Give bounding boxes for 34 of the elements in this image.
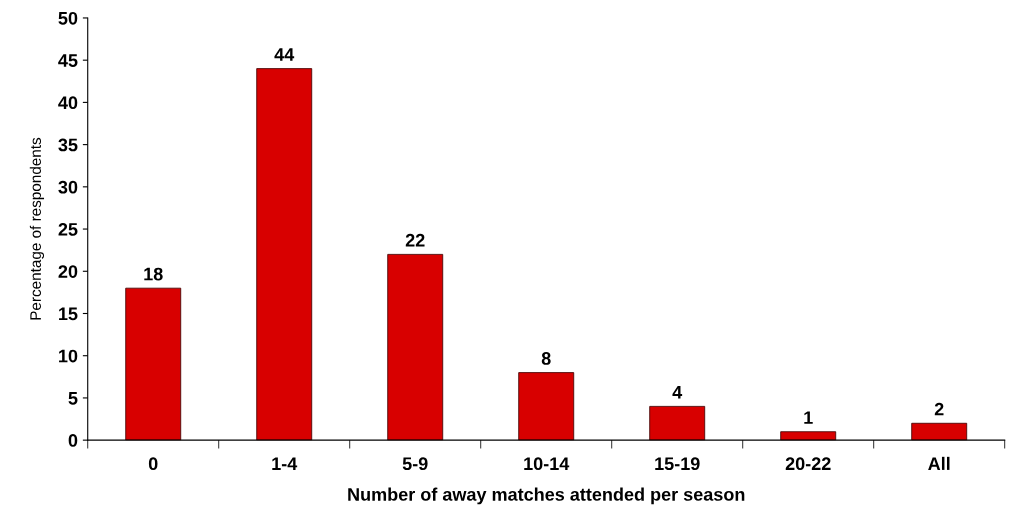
x-tick-label: 20-22: [785, 457, 831, 471]
bar: [387, 253, 444, 441]
y-tick-label: 40: [58, 96, 78, 110]
data-label: 44: [274, 48, 295, 61]
bar: [649, 405, 706, 441]
data-label: 18: [144, 267, 163, 281]
x-axis-title: Number of away matches attended per season: [348, 487, 745, 505]
data-label: 1: [804, 411, 813, 424]
x-tick-label: All: [928, 456, 950, 470]
x-tick-label: 0: [148, 457, 158, 471]
data-label: 4: [672, 386, 683, 399]
y-tick-label: 0: [68, 434, 78, 447]
x-tick-label: 10-14: [524, 457, 570, 471]
y-tick-label: 50: [58, 11, 78, 25]
y-tick-label: 45: [58, 54, 78, 67]
x-tick-label: 15-19: [655, 457, 700, 471]
bar: [518, 372, 575, 441]
y-axis-title: Percentage of respondents: [29, 137, 45, 320]
data-label: 8: [541, 352, 551, 365]
y-tick-label: 30: [58, 180, 78, 194]
y-tick-label: 20: [58, 265, 78, 278]
y-tick-label: 10: [59, 349, 78, 363]
bar: [256, 68, 313, 441]
data-label: 22: [405, 233, 425, 247]
x-tick-label: 1-4: [272, 457, 298, 470]
bar: [911, 422, 968, 441]
y-tick-label: 35: [58, 138, 78, 152]
data-label: 2: [934, 402, 944, 416]
y-tick-label: 25: [58, 222, 78, 236]
bar: [125, 287, 182, 441]
x-tick-label: 5-9: [402, 457, 428, 471]
y-tick-label: 15: [59, 307, 78, 321]
y-tick-label: 5: [68, 392, 78, 405]
bar: [780, 431, 837, 441]
